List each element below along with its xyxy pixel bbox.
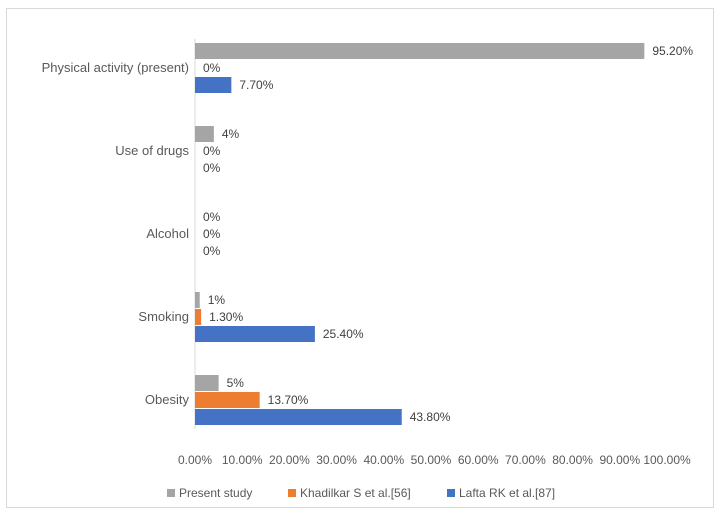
bar-lafta-rk-et-al-87 [195,409,402,425]
x-tick-label: 100.00% [643,453,691,467]
data-label: 0% [203,161,221,175]
data-label: 5% [227,376,245,390]
legend-label: Khadilkar S et al.[56] [300,486,411,500]
data-label: 95.20% [652,44,693,58]
bar-khadilkar-s-et-al-56 [195,309,202,325]
legend-swatch [167,489,175,497]
x-tick-label: 70.00% [505,453,546,467]
data-label: 43.80% [410,410,451,424]
data-label: 4% [222,127,240,141]
x-tick-label: 40.00% [363,453,404,467]
category-label: Use of drugs [115,143,189,158]
data-label: 13.70% [268,393,309,407]
bar-present-study [195,292,200,308]
x-tick-label: 20.00% [269,453,310,467]
bar-present-study [195,375,219,391]
bar-chart: Physical activity (present) 95.20% 0% 7.70%… [42,39,693,500]
data-label: 0% [203,227,221,241]
x-tick-label: 80.00% [552,453,593,467]
legend-label: Present study [179,486,252,500]
data-label: 0% [203,61,221,75]
bar-present-study [195,126,214,142]
legend-label: Lafta RK et al.[87] [459,486,555,500]
data-label: 0% [203,144,221,158]
data-label: 7.70% [239,78,273,92]
chart-frame: Physical activity (present) 95.20% 0% 7.70%… [6,8,714,508]
x-tick-label: 60.00% [458,453,499,467]
category-label: Alcohol [146,226,189,241]
x-tick-label: 0.00% [178,453,212,467]
legend-swatch [288,489,296,497]
bar-present-study [195,43,645,59]
category-label: Obesity [145,392,190,407]
legend-swatch [447,489,455,497]
category-label: Physical activity (present) [42,60,189,75]
data-label: 0% [203,244,221,258]
x-tick-label: 50.00% [411,453,452,467]
bar-lafta-rk-et-al-87 [195,77,232,93]
x-tick-label: 10.00% [222,453,263,467]
bar-lafta-rk-et-al-87 [195,326,315,342]
bar-khadilkar-s-et-al-56 [195,392,260,408]
category-label: Smoking [138,309,189,324]
x-tick-label: 30.00% [316,453,357,467]
x-tick-label: 90.00% [599,453,640,467]
data-label: 25.40% [323,327,364,341]
data-label: 1.30% [209,310,243,324]
data-label: 1% [208,293,226,307]
data-label: 0% [203,210,221,224]
